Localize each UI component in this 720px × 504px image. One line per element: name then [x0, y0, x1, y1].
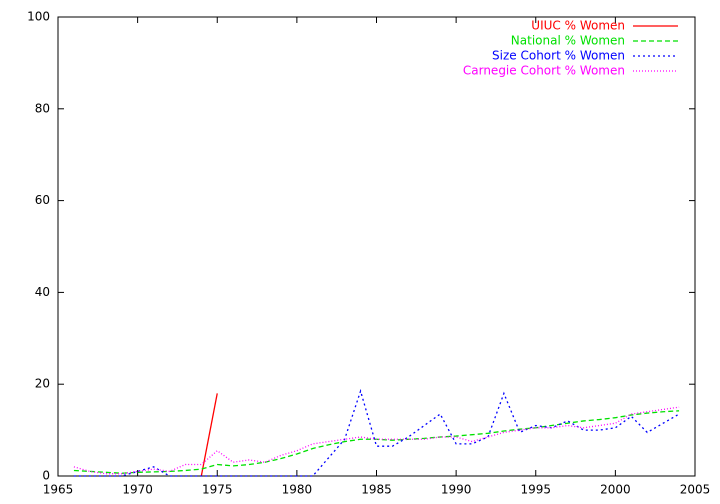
x-tick-label: 1970 — [122, 483, 153, 497]
plot-frame — [57, 16, 696, 477]
y-tick-label: 40 — [35, 285, 50, 299]
x-tick-label: 1985 — [361, 483, 392, 497]
legend-label: UIUC % Women — [531, 19, 625, 33]
series-line — [73, 406, 680, 475]
x-tick-label: 1995 — [520, 483, 551, 497]
x-tick-label: 1980 — [282, 483, 313, 497]
y-tick-label: 100 — [27, 10, 50, 24]
y-tick-label: 0 — [42, 469, 50, 483]
x-tick-label: 1965 — [43, 483, 74, 497]
series-line — [73, 410, 680, 474]
y-tick-label: 20 — [35, 377, 50, 391]
y-tick-label: 80 — [35, 101, 50, 115]
legend-label: National % Women — [511, 34, 625, 48]
x-tick-label: 1990 — [441, 483, 472, 497]
x-tick-label: 2005 — [680, 483, 711, 497]
series-line — [73, 388, 680, 477]
y-tick-label: 60 — [35, 193, 50, 207]
x-tick-label: 2000 — [600, 483, 631, 497]
legend-label: Carnegie Cohort % Women — [463, 64, 625, 78]
series-line — [200, 393, 218, 477]
x-tick-label: 1975 — [202, 483, 233, 497]
legend-label: Size Cohort % Women — [492, 49, 625, 63]
